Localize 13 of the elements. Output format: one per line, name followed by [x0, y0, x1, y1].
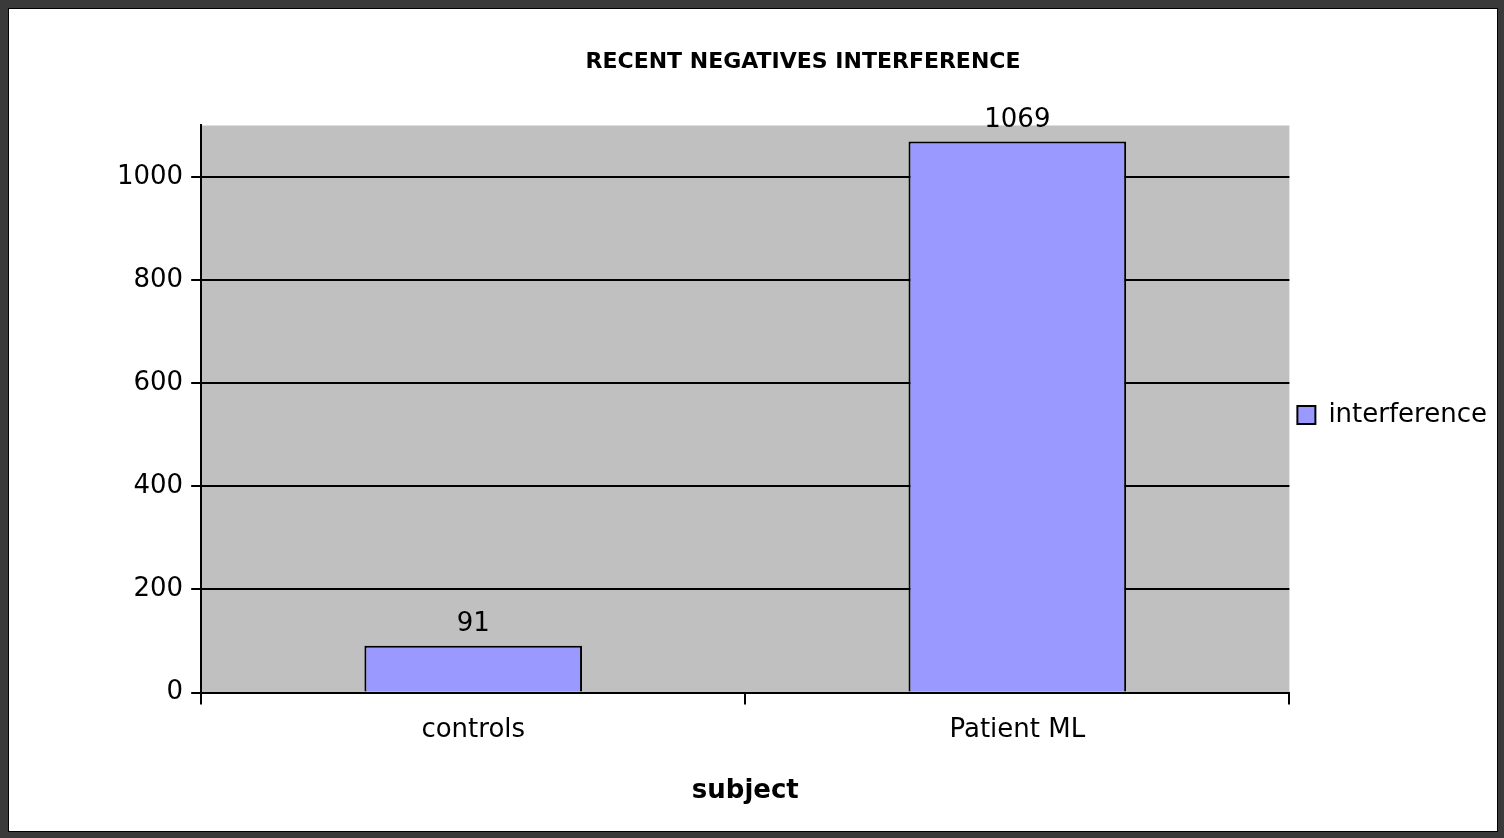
y-tick-label: 200 — [133, 572, 184, 603]
x-tick-label: Patient ML — [949, 712, 1086, 743]
x-tick-label: controls — [421, 712, 526, 743]
data-label: 1069 — [984, 103, 1051, 134]
chart-title: RECENT NEGATIVES INTERFERENCE — [585, 47, 1021, 73]
y-tick-label: 0 — [166, 675, 184, 706]
y-tick-label: 600 — [133, 365, 184, 396]
legend-label: interference — [1328, 397, 1488, 428]
data-label: 91 — [456, 607, 490, 638]
y-tick-label: 1000 — [117, 159, 184, 190]
x-axis-title: subject — [691, 774, 799, 805]
y-tick-label: 800 — [133, 262, 184, 293]
y-tick-label: 400 — [133, 469, 184, 500]
